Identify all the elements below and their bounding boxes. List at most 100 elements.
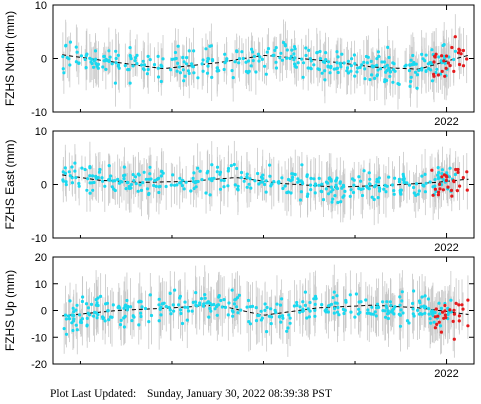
rapid-point bbox=[457, 319, 461, 323]
data-point bbox=[336, 200, 340, 205]
data-point bbox=[234, 305, 239, 309]
rapid-point bbox=[436, 193, 440, 197]
data-point bbox=[334, 183, 338, 187]
rapid-point bbox=[458, 184, 462, 188]
data-point bbox=[109, 174, 113, 178]
data-point bbox=[222, 185, 226, 189]
rapid-point bbox=[457, 47, 461, 51]
data-point bbox=[90, 62, 94, 66]
data-point bbox=[388, 69, 392, 74]
data-point bbox=[236, 184, 240, 188]
data-point bbox=[129, 186, 133, 190]
data-point bbox=[391, 80, 395, 84]
data-point bbox=[301, 61, 306, 65]
data-point bbox=[169, 312, 173, 316]
data-point bbox=[342, 61, 346, 65]
data-point bbox=[193, 300, 198, 304]
data-point bbox=[374, 314, 378, 318]
data-point bbox=[438, 324, 443, 328]
data-point bbox=[180, 178, 185, 182]
data-point bbox=[326, 65, 330, 69]
data-point bbox=[329, 177, 333, 182]
data-point bbox=[67, 317, 72, 321]
data-point bbox=[173, 50, 178, 55]
data-point bbox=[345, 66, 350, 70]
rapid-point bbox=[455, 189, 459, 193]
data-point bbox=[61, 170, 65, 174]
data-point bbox=[299, 179, 303, 183]
data-point bbox=[146, 67, 150, 72]
data-point bbox=[323, 60, 327, 64]
data-point bbox=[350, 177, 355, 181]
data-point bbox=[305, 194, 309, 198]
data-point bbox=[415, 86, 419, 90]
data-point bbox=[405, 181, 409, 185]
data-point bbox=[190, 309, 194, 313]
rapid-point bbox=[454, 301, 458, 305]
data-point bbox=[134, 182, 138, 186]
data-point bbox=[423, 190, 427, 194]
data-point bbox=[176, 44, 180, 48]
data-point bbox=[292, 304, 296, 308]
data-point bbox=[382, 60, 386, 64]
data-point bbox=[353, 315, 357, 319]
data-point bbox=[181, 55, 185, 60]
data-point bbox=[235, 166, 239, 171]
data-point bbox=[144, 177, 148, 181]
data-point bbox=[191, 65, 195, 69]
data-point bbox=[237, 57, 242, 61]
data-point bbox=[177, 65, 181, 69]
data-point bbox=[285, 48, 289, 52]
data-point bbox=[277, 315, 281, 319]
data-point bbox=[248, 322, 252, 326]
data-point bbox=[141, 59, 145, 63]
data-point bbox=[93, 49, 98, 53]
data-point bbox=[274, 46, 278, 50]
data-point bbox=[384, 304, 388, 308]
rapid-point bbox=[452, 312, 456, 316]
data-point bbox=[90, 174, 95, 178]
data-point bbox=[192, 49, 196, 53]
data-point bbox=[422, 184, 426, 188]
data-point bbox=[326, 60, 331, 64]
data-point bbox=[124, 187, 128, 191]
data-point bbox=[116, 53, 120, 58]
data-point bbox=[381, 300, 385, 304]
rapid-point bbox=[456, 167, 460, 172]
y-tick-label: -10 bbox=[31, 332, 47, 344]
data-point bbox=[177, 303, 181, 307]
data-point bbox=[448, 166, 452, 170]
data-point bbox=[294, 65, 298, 69]
data-point bbox=[377, 186, 381, 190]
rapid-point bbox=[435, 322, 439, 326]
data-point bbox=[280, 58, 284, 62]
rapid-point bbox=[432, 60, 436, 64]
data-point bbox=[179, 308, 183, 312]
data-point bbox=[386, 316, 390, 321]
data-point bbox=[226, 169, 230, 173]
data-point bbox=[263, 308, 267, 312]
rapid-point bbox=[444, 66, 448, 70]
data-point bbox=[97, 170, 102, 174]
rapid-point bbox=[451, 319, 455, 323]
rapid-point bbox=[461, 307, 465, 311]
y-axis-label: FZHS North (mm) bbox=[3, 11, 17, 106]
data-point bbox=[336, 305, 340, 310]
data-point bbox=[114, 49, 118, 53]
data-point bbox=[142, 63, 147, 67]
rapid-point bbox=[466, 324, 470, 328]
rapid-point bbox=[431, 193, 435, 197]
data-point bbox=[367, 171, 371, 175]
data-point bbox=[91, 188, 95, 192]
data-point bbox=[168, 308, 172, 312]
y-tick-label: -20 bbox=[31, 359, 47, 371]
data-point bbox=[343, 189, 347, 193]
data-point bbox=[244, 69, 248, 74]
data-point bbox=[409, 75, 413, 79]
rapid-point bbox=[465, 188, 469, 192]
data-point bbox=[291, 172, 295, 176]
data-point bbox=[110, 315, 114, 319]
data-point bbox=[107, 49, 111, 53]
data-point bbox=[172, 57, 177, 61]
